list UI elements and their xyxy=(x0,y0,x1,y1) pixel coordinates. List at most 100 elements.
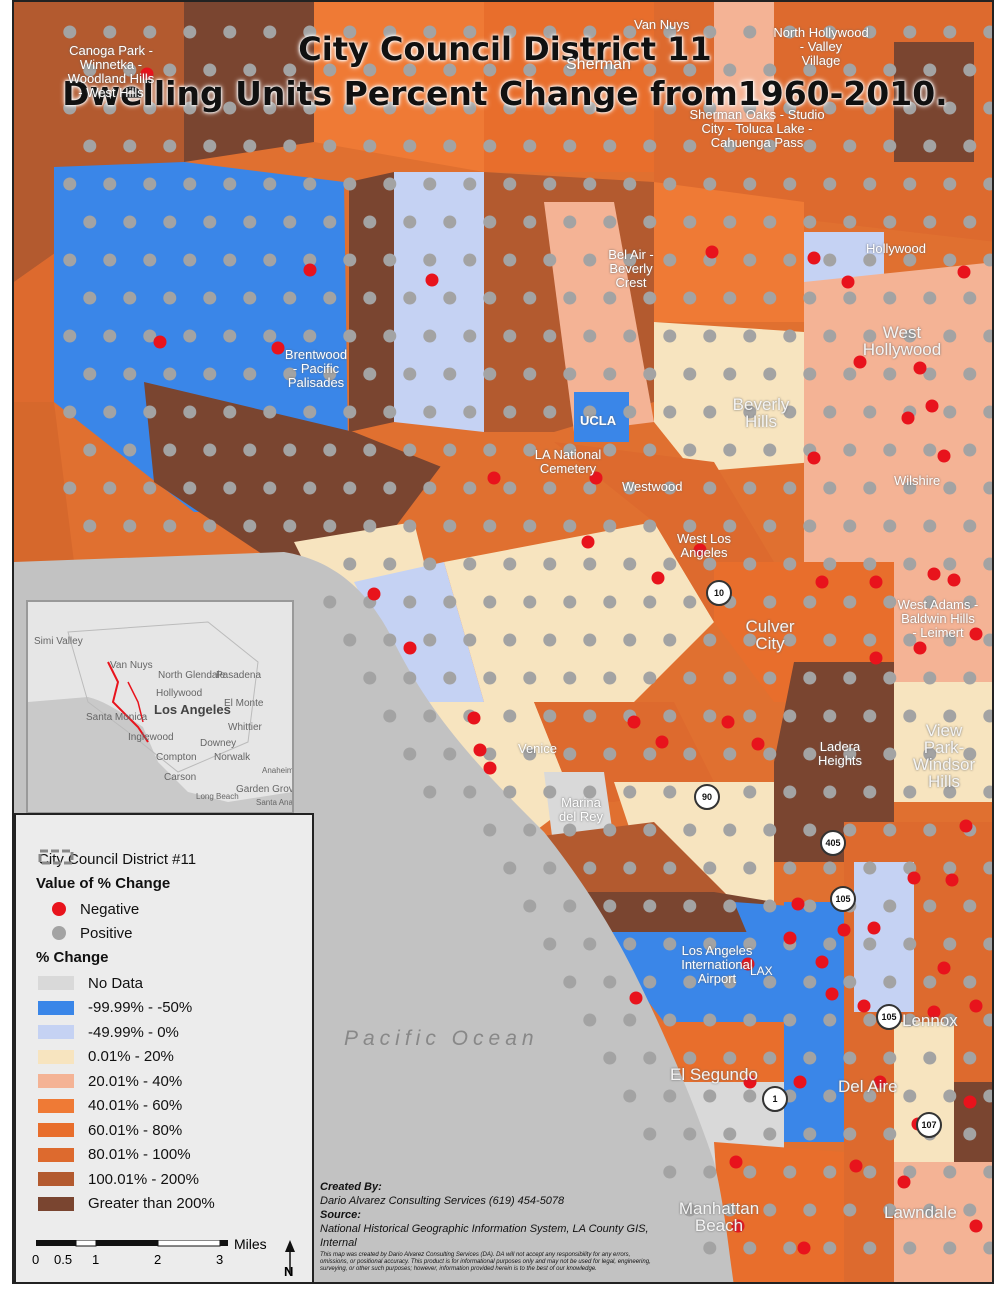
positive-dot xyxy=(703,329,717,343)
positive-dot xyxy=(863,481,877,495)
positive-dot xyxy=(423,101,437,115)
positive-dot xyxy=(343,253,357,267)
positive-dot xyxy=(863,785,877,799)
positive-dot xyxy=(123,291,137,305)
positive-dot xyxy=(363,443,377,457)
positive-dot xyxy=(583,1013,597,1027)
negative-dot xyxy=(897,1175,911,1189)
positive-dot xyxy=(683,899,697,913)
positive-dot xyxy=(483,671,497,685)
positive-dot xyxy=(843,1203,857,1217)
positive-dot xyxy=(663,1013,677,1027)
positive-dot xyxy=(323,519,337,533)
positive-dot xyxy=(823,1241,837,1255)
positive-dot xyxy=(783,633,797,647)
legend-swatch-3 xyxy=(38,1049,74,1064)
positive-dot xyxy=(183,25,197,39)
positive-dot xyxy=(903,557,917,571)
positive-dot xyxy=(463,557,477,571)
positive-dot xyxy=(743,633,757,647)
positive-dot xyxy=(923,443,937,457)
positive-dot xyxy=(903,785,917,799)
positive-dot xyxy=(843,291,857,305)
inset-label-1: Van Nuys xyxy=(110,660,153,671)
negative-dot xyxy=(853,355,867,369)
positive-dot xyxy=(403,291,417,305)
positive-dot xyxy=(643,975,657,989)
legend-swatch-9 xyxy=(38,1196,74,1211)
positive-dot xyxy=(143,253,157,267)
positive-dot xyxy=(783,25,797,39)
legend-class-label-3: 0.01% - 20% xyxy=(88,1048,174,1065)
positive-dot xyxy=(783,1013,797,1027)
positive-dot xyxy=(943,405,957,419)
positive-dot xyxy=(543,481,557,495)
inset-label-9: Inglewood xyxy=(128,732,174,743)
positive-dot xyxy=(483,63,497,77)
positive-dot xyxy=(823,557,837,571)
area-el-segundo-north xyxy=(654,1022,784,1092)
legend-positive: Positive xyxy=(38,923,133,943)
positive-dot xyxy=(423,405,437,419)
positive-dot xyxy=(763,443,777,457)
positive-dot xyxy=(743,861,757,875)
positive-dot xyxy=(803,823,817,837)
positive-dot xyxy=(743,405,757,419)
positive-dot xyxy=(763,1127,777,1141)
positive-dot xyxy=(243,443,257,457)
positive-dot xyxy=(583,25,597,39)
positive-dot xyxy=(683,1203,697,1217)
legend-class-label-9: Greater than 200% xyxy=(88,1195,215,1212)
positive-dot xyxy=(763,899,777,913)
inset-label-4: Hollywood xyxy=(156,688,203,699)
positive-dot xyxy=(683,215,697,229)
positive-dot xyxy=(643,367,657,381)
legend-class-label-6: 60.01% - 80% xyxy=(88,1121,183,1139)
positive-dot xyxy=(163,291,177,305)
negative-dot xyxy=(969,999,983,1013)
positive-dot xyxy=(763,139,777,153)
positive-dot xyxy=(483,595,497,609)
positive-dot xyxy=(243,139,257,153)
positive-dot xyxy=(723,443,737,457)
positive-dot xyxy=(983,329,992,343)
positive-dot xyxy=(963,1203,977,1217)
positive-dot xyxy=(843,519,857,533)
positive-dot xyxy=(983,557,992,571)
positive-dot xyxy=(263,177,277,191)
legend-class-label-0: No Data xyxy=(88,974,144,992)
positive-dot xyxy=(723,139,737,153)
positive-dot xyxy=(443,139,457,153)
negative-dot xyxy=(815,955,829,969)
positive-dot xyxy=(963,671,977,685)
positive-dot xyxy=(883,899,897,913)
legend-class-8: 100.01% - 200% xyxy=(38,1169,199,1189)
positive-dot xyxy=(583,709,597,723)
positive-dot xyxy=(943,481,957,495)
positive-dot xyxy=(783,861,797,875)
positive-dot xyxy=(723,1203,737,1217)
positive-dot xyxy=(763,671,777,685)
positive-dot xyxy=(343,25,357,39)
positive-dot xyxy=(823,709,837,723)
positive-dot xyxy=(803,671,817,685)
legend-value-header: Value of % Change xyxy=(36,875,171,892)
place-west-adams: West Adams - Baldwin Hills - Leimert xyxy=(897,597,979,640)
positive-dot xyxy=(843,443,857,457)
positive-dot xyxy=(383,709,397,723)
positive-dot xyxy=(863,937,877,951)
scale-bar-svg xyxy=(36,1240,295,1274)
positive-dot xyxy=(643,443,657,457)
positive-dot xyxy=(303,481,317,495)
positive-dot xyxy=(483,443,497,457)
positive-dot xyxy=(163,519,177,533)
positive-dot xyxy=(403,519,417,533)
legend-positive-label: Positive xyxy=(80,924,133,942)
positive-dot xyxy=(383,329,397,343)
scale-unit: Miles xyxy=(234,1236,267,1252)
positive-dot xyxy=(643,595,657,609)
positive-dot xyxy=(223,25,237,39)
positive-dot xyxy=(683,139,697,153)
positive-dot xyxy=(883,63,897,77)
scale-tick-0: 0 xyxy=(32,1252,40,1267)
